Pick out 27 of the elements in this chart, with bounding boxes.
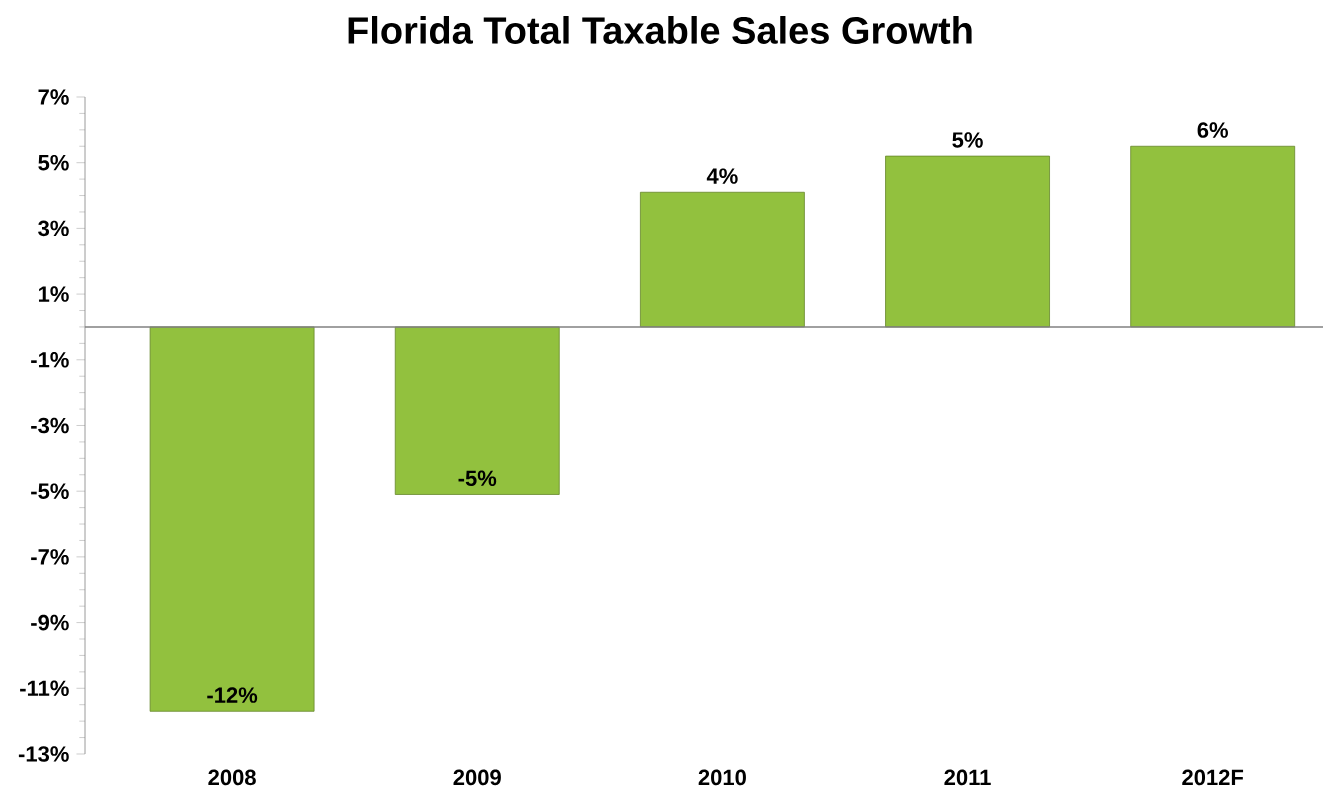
x-tick-label: 2012F xyxy=(1182,769,1244,786)
y-tick-label: -7% xyxy=(31,549,69,565)
y-tick-label: -13% xyxy=(18,746,69,762)
data-label: -5% xyxy=(458,470,497,487)
data-label: 5% xyxy=(952,132,983,148)
y-tick-label: 3% xyxy=(38,220,69,237)
y-tick-label: -1% xyxy=(31,352,69,368)
bar xyxy=(885,155,1050,328)
data-label: 6% xyxy=(1197,122,1228,138)
bar xyxy=(394,326,560,495)
x-tick-label: 2010 xyxy=(698,769,746,786)
y-tick-label: 5% xyxy=(38,154,69,171)
data-label: 4% xyxy=(706,168,738,184)
y-tick-label: -9% xyxy=(31,614,69,631)
y-tick-label: 7% xyxy=(38,89,69,105)
chart-title: Florida Total Taxable Sales Growth xyxy=(348,16,972,44)
x-tick-label: 2008 xyxy=(208,769,256,786)
y-tick-label: 1% xyxy=(38,286,69,302)
x-tick-label: 2011 xyxy=(944,769,991,786)
bar xyxy=(1130,145,1296,328)
y-tick-label: -5% xyxy=(31,483,69,499)
bar xyxy=(639,191,805,328)
y-tick-label: -11% xyxy=(20,680,69,697)
data-label: -12% xyxy=(207,687,258,703)
bar xyxy=(149,326,315,712)
y-tick-label: -3% xyxy=(31,417,69,434)
x-tick-label: 2009 xyxy=(453,769,501,786)
